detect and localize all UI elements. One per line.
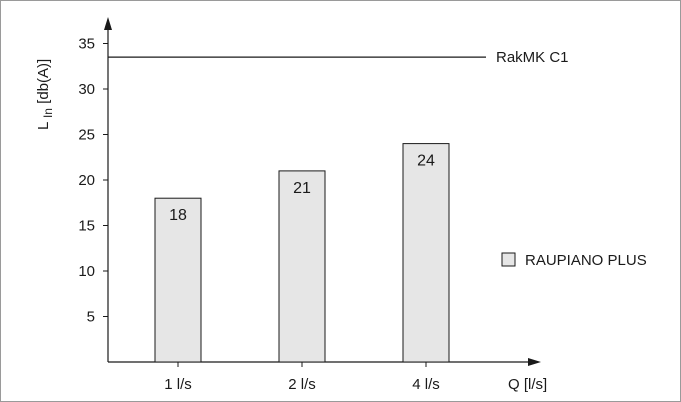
bar-value-label: 18 [169,207,187,224]
y-tick-label: 25 [78,127,95,144]
y-axis-title-subscript: In [41,108,55,118]
bar [154,197,202,363]
legend-swatch [501,252,516,267]
y-tick-label: 10 [78,263,95,280]
y-axis-title-unit: [db(A)] [35,59,52,104]
bars: 18 21 24 [154,143,450,363]
x-tick-label: 4 l/s [412,376,440,393]
y-axis-title-main: L [35,122,52,130]
bar [278,170,326,363]
y-tick-label: 30 [78,81,95,98]
y-tick-label: 35 [78,36,95,53]
legend: RAUPIANO PLUS [501,252,647,269]
reference-line-group: RakMK C1 [108,49,569,66]
x-tick-label: 2 l/s [288,376,316,393]
bar-value-label: 21 [293,180,311,197]
y-tick-label: 15 [78,218,95,235]
x-axis-title: Q [l/s] [508,376,547,393]
x-ticks: 1 l/s 2 l/s 4 l/s [164,362,440,393]
bar [402,143,450,363]
y-ticks: 5 10 15 20 25 30 35 [78,36,108,326]
reference-line-label: RakMK C1 [496,49,569,66]
y-axis-arrow [104,17,112,30]
x-tick-label: 1 l/s [164,376,192,393]
x-axis-arrow [528,358,541,366]
bar-value-label: 24 [417,153,435,170]
y-tick-label: 5 [87,309,95,326]
y-axis-title: L In [db(A)] [35,59,56,130]
legend-label: RAUPIANO PLUS [525,252,647,269]
y-tick-label: 20 [78,172,95,189]
